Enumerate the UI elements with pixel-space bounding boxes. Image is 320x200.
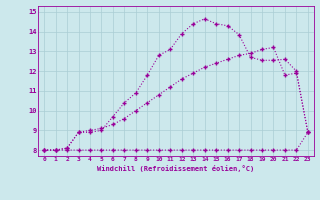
X-axis label: Windchill (Refroidissement éolien,°C): Windchill (Refroidissement éolien,°C) [97,165,255,172]
